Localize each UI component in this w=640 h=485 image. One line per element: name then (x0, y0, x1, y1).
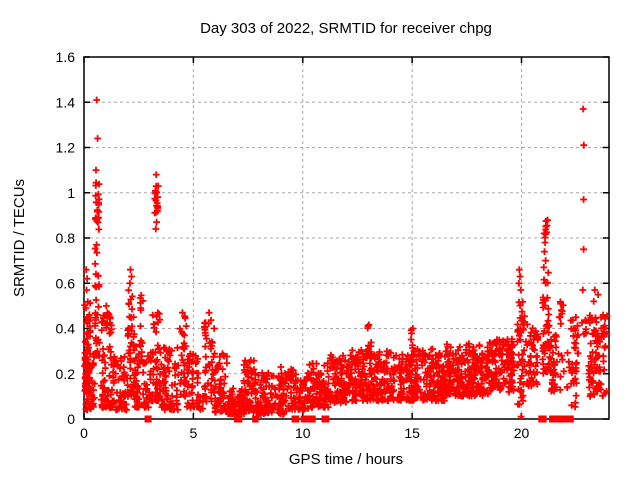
x-tick-label: 10 (295, 425, 311, 441)
y-tick-label: 0.4 (56, 321, 76, 337)
zero-value-run (234, 415, 243, 423)
zero-value-run (253, 415, 259, 423)
tick-label-layer: 0 5 10 15 20 0 0.2 0.4 0.6 0.8 1 1.2 1.4 1.6 (56, 49, 530, 441)
y-tick-label: 1.6 (56, 49, 76, 65)
x-tick-label: 15 (404, 425, 420, 441)
y-tick-label: 1.4 (56, 94, 76, 110)
zero-value-run (291, 415, 300, 423)
x-tick-label: 0 (80, 425, 88, 441)
zero-value-run (552, 415, 574, 423)
y-tick-label: 0.2 (56, 366, 76, 382)
data-points (81, 96, 611, 421)
zero-value-run (549, 415, 555, 423)
zero-value-run (538, 415, 547, 423)
zero-value-run (321, 415, 330, 423)
zero-value-run (300, 415, 308, 423)
x-tick-label: 5 (189, 425, 197, 441)
y-tick-label: 0.6 (56, 275, 76, 291)
zero-value-run (144, 415, 152, 423)
y-axis-label: SRMTID / TECUs (11, 179, 28, 297)
zero-value-run (307, 415, 316, 423)
x-axis-label: GPS time / hours (289, 451, 403, 468)
x-tick-label: 20 (514, 425, 530, 441)
data-layer (81, 96, 611, 423)
y-tick-label: 1.2 (56, 140, 76, 156)
y-tick-label: 0.8 (56, 230, 76, 246)
y-tick-label: 0 (67, 411, 75, 427)
y-tick-label: 1 (67, 185, 75, 201)
chart-title: Day 303 of 2022, SRMTID for receiver chp… (200, 20, 492, 37)
